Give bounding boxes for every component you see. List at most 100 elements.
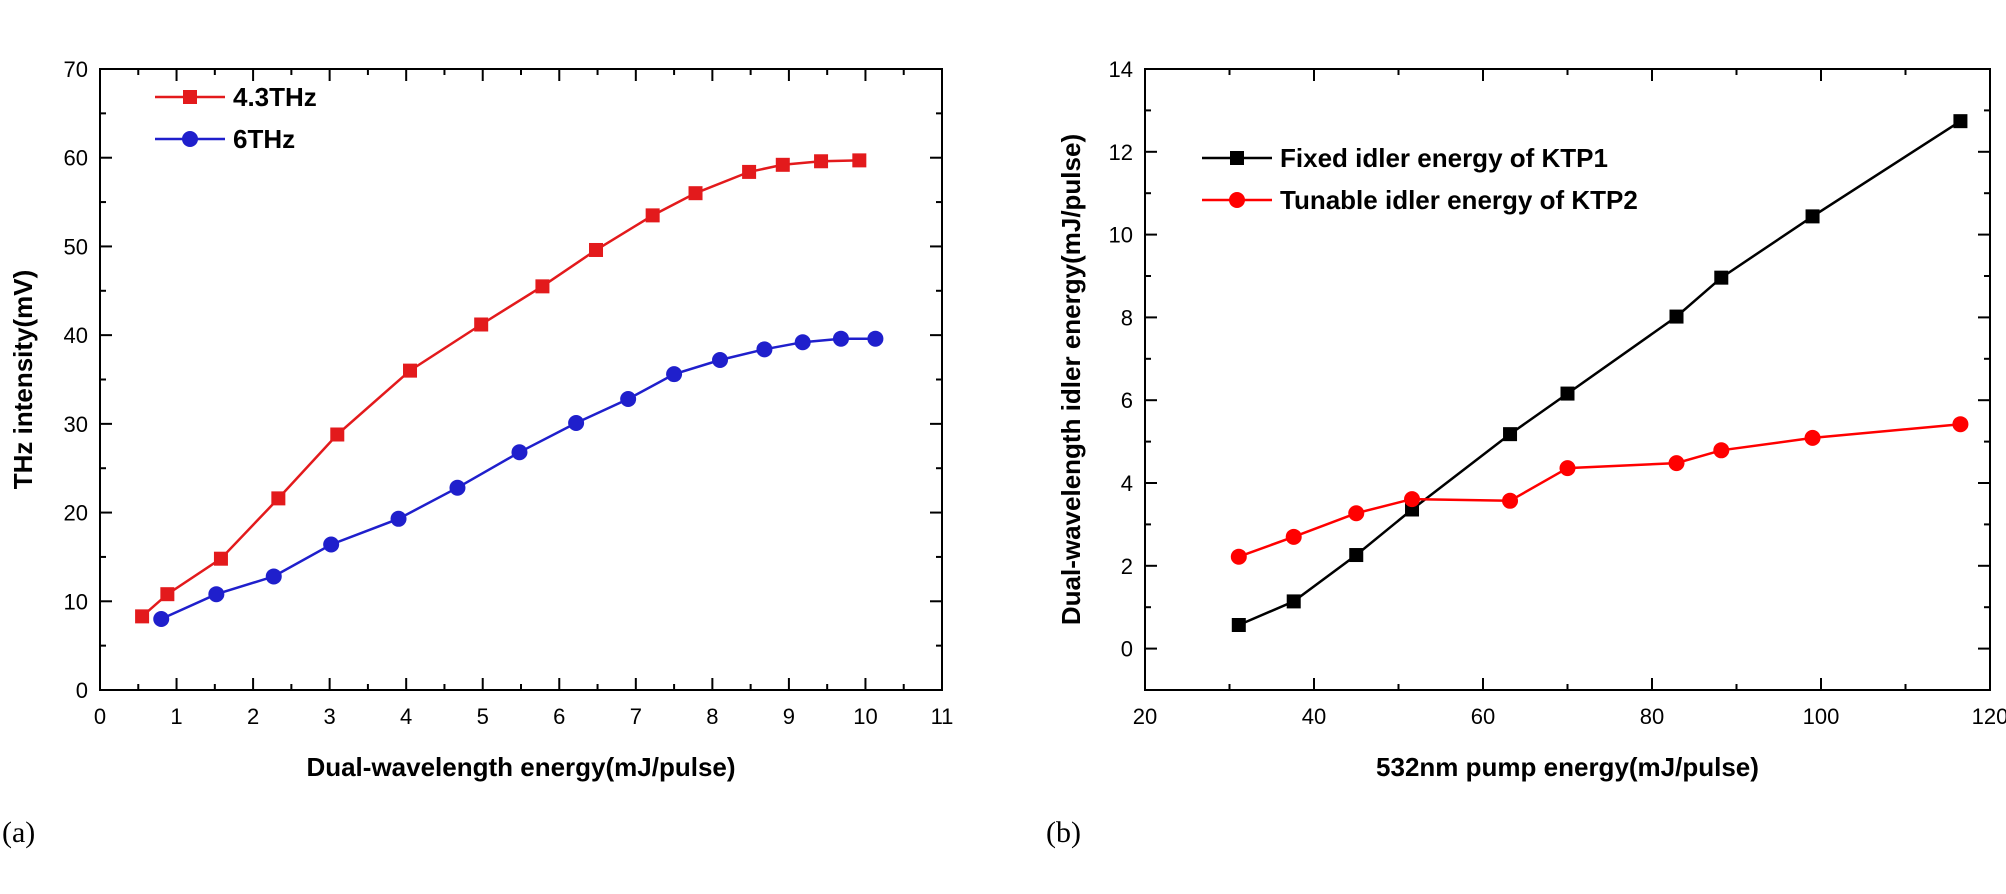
data-point xyxy=(213,551,228,566)
chart-b: 20 40 60 80 100 120 0 2 4 6 8 10 12 14 532nm pump ener… xyxy=(1056,57,2006,782)
data-point xyxy=(775,157,790,172)
data-point xyxy=(1404,491,1421,508)
data-point xyxy=(712,351,729,368)
data-point xyxy=(474,317,489,332)
data-point xyxy=(535,279,550,294)
data-point xyxy=(1286,594,1301,609)
panel-label-a: (a) xyxy=(2,816,35,849)
x-tick-label: 2 xyxy=(247,704,259,729)
data-point xyxy=(330,427,345,442)
y-tick-label: 0 xyxy=(1121,637,1133,662)
panel-label-b: (b) xyxy=(1046,816,1081,849)
y-tick-label: 20 xyxy=(64,501,88,526)
data-point xyxy=(1952,416,1969,433)
data-point xyxy=(208,586,225,603)
data-point xyxy=(1285,528,1302,545)
x-axis-label: Dual-wavelength energy(mJ/pulse) xyxy=(306,752,735,782)
data-point xyxy=(390,510,407,527)
x-tick-label: 100 xyxy=(1803,704,1840,729)
data-point xyxy=(756,341,773,358)
legend-marker xyxy=(182,131,198,147)
x-tick-label: 1 xyxy=(170,704,182,729)
y-tick-label: 14 xyxy=(1109,57,1133,82)
x-tick-label: 5 xyxy=(477,704,489,729)
y-tick-label: 30 xyxy=(64,412,88,437)
legend-marker xyxy=(1230,151,1244,165)
x-tick-label: 6 xyxy=(553,704,565,729)
x-tick-label: 4 xyxy=(400,704,412,729)
y-tick-label: 4 xyxy=(1121,471,1133,496)
data-point xyxy=(1713,442,1730,459)
x-tick-label: 60 xyxy=(1471,704,1495,729)
x-tick-label: 40 xyxy=(1302,704,1326,729)
data-point xyxy=(1348,505,1365,522)
data-point xyxy=(1669,309,1684,324)
y-axis-label: THz intensity(mV) xyxy=(8,270,38,490)
y-tick-label: 10 xyxy=(1109,223,1133,248)
x-tick-label: 20 xyxy=(1133,704,1157,729)
y-tick-label: 40 xyxy=(64,323,88,348)
y-tick-label: 10 xyxy=(64,589,88,614)
y-tick-label: 2 xyxy=(1121,554,1133,579)
y-tick-label: 60 xyxy=(64,146,88,171)
chart-a: 0 1 2 3 4 5 6 7 8 9 10 11 0 10 20 30 40 50 60 70 Dual-wavele… xyxy=(8,57,953,782)
data-point xyxy=(867,330,884,347)
data-point xyxy=(271,491,286,506)
data-point xyxy=(449,479,466,496)
data-point xyxy=(794,334,811,351)
legend-label: 6THz xyxy=(233,124,295,154)
data-point xyxy=(1953,114,1968,129)
data-point xyxy=(832,330,849,347)
y-tick-label: 8 xyxy=(1121,305,1133,330)
x-tick-label: 120 xyxy=(1972,704,2006,729)
x-tick-label: 10 xyxy=(853,704,877,729)
x-tick-label: 11 xyxy=(931,704,954,729)
x-axis-label: 532nm pump energy(mJ/pulse) xyxy=(1376,752,1759,782)
series-line xyxy=(1238,120,1962,627)
y-tick-label: 70 xyxy=(64,57,88,82)
y-axis-label: Dual-wavelength idler energy(mJ/pulse) xyxy=(1056,134,1086,625)
data-point xyxy=(1231,618,1246,633)
data-point xyxy=(135,609,150,624)
data-point xyxy=(1805,209,1820,224)
data-point xyxy=(645,208,660,223)
legend-label: Fixed idler energy of KTP1 xyxy=(1280,143,1608,173)
data-point xyxy=(568,414,585,431)
x-tick-label: 0 xyxy=(94,704,106,729)
data-point xyxy=(403,363,418,378)
data-point xyxy=(1804,429,1821,446)
legend-marker xyxy=(1229,192,1245,208)
x-tick-label: 80 xyxy=(1640,704,1664,729)
data-point xyxy=(153,611,170,628)
data-point xyxy=(1502,492,1519,509)
x-tick-label: 8 xyxy=(706,704,718,729)
data-point xyxy=(814,154,829,169)
x-tick-label: 7 xyxy=(630,704,642,729)
data-point xyxy=(666,366,683,383)
x-tick-label: 3 xyxy=(324,704,336,729)
y-tick-label: 0 xyxy=(76,678,88,703)
y-tick-label: 12 xyxy=(1109,140,1133,165)
data-point xyxy=(265,568,282,585)
series-line xyxy=(141,159,860,618)
x-tick-label: 9 xyxy=(783,704,795,729)
data-point xyxy=(1668,455,1685,472)
data-point xyxy=(160,587,175,602)
data-point xyxy=(1560,386,1575,401)
data-point xyxy=(742,164,757,179)
legend-label: Tunable idler energy of KTP2 xyxy=(1280,185,1638,215)
legend-marker xyxy=(183,90,197,104)
data-point xyxy=(1503,427,1518,442)
data-point xyxy=(852,153,867,168)
legend-label: 4.3THz xyxy=(233,82,317,112)
data-point xyxy=(1559,460,1576,477)
data-point xyxy=(1714,270,1729,285)
data-point xyxy=(511,444,528,461)
data-point xyxy=(1230,548,1247,565)
data-point xyxy=(1349,548,1364,563)
data-point xyxy=(323,536,340,553)
series-line xyxy=(1238,422,1961,558)
data-point xyxy=(589,242,604,257)
y-tick-label: 50 xyxy=(64,234,88,259)
